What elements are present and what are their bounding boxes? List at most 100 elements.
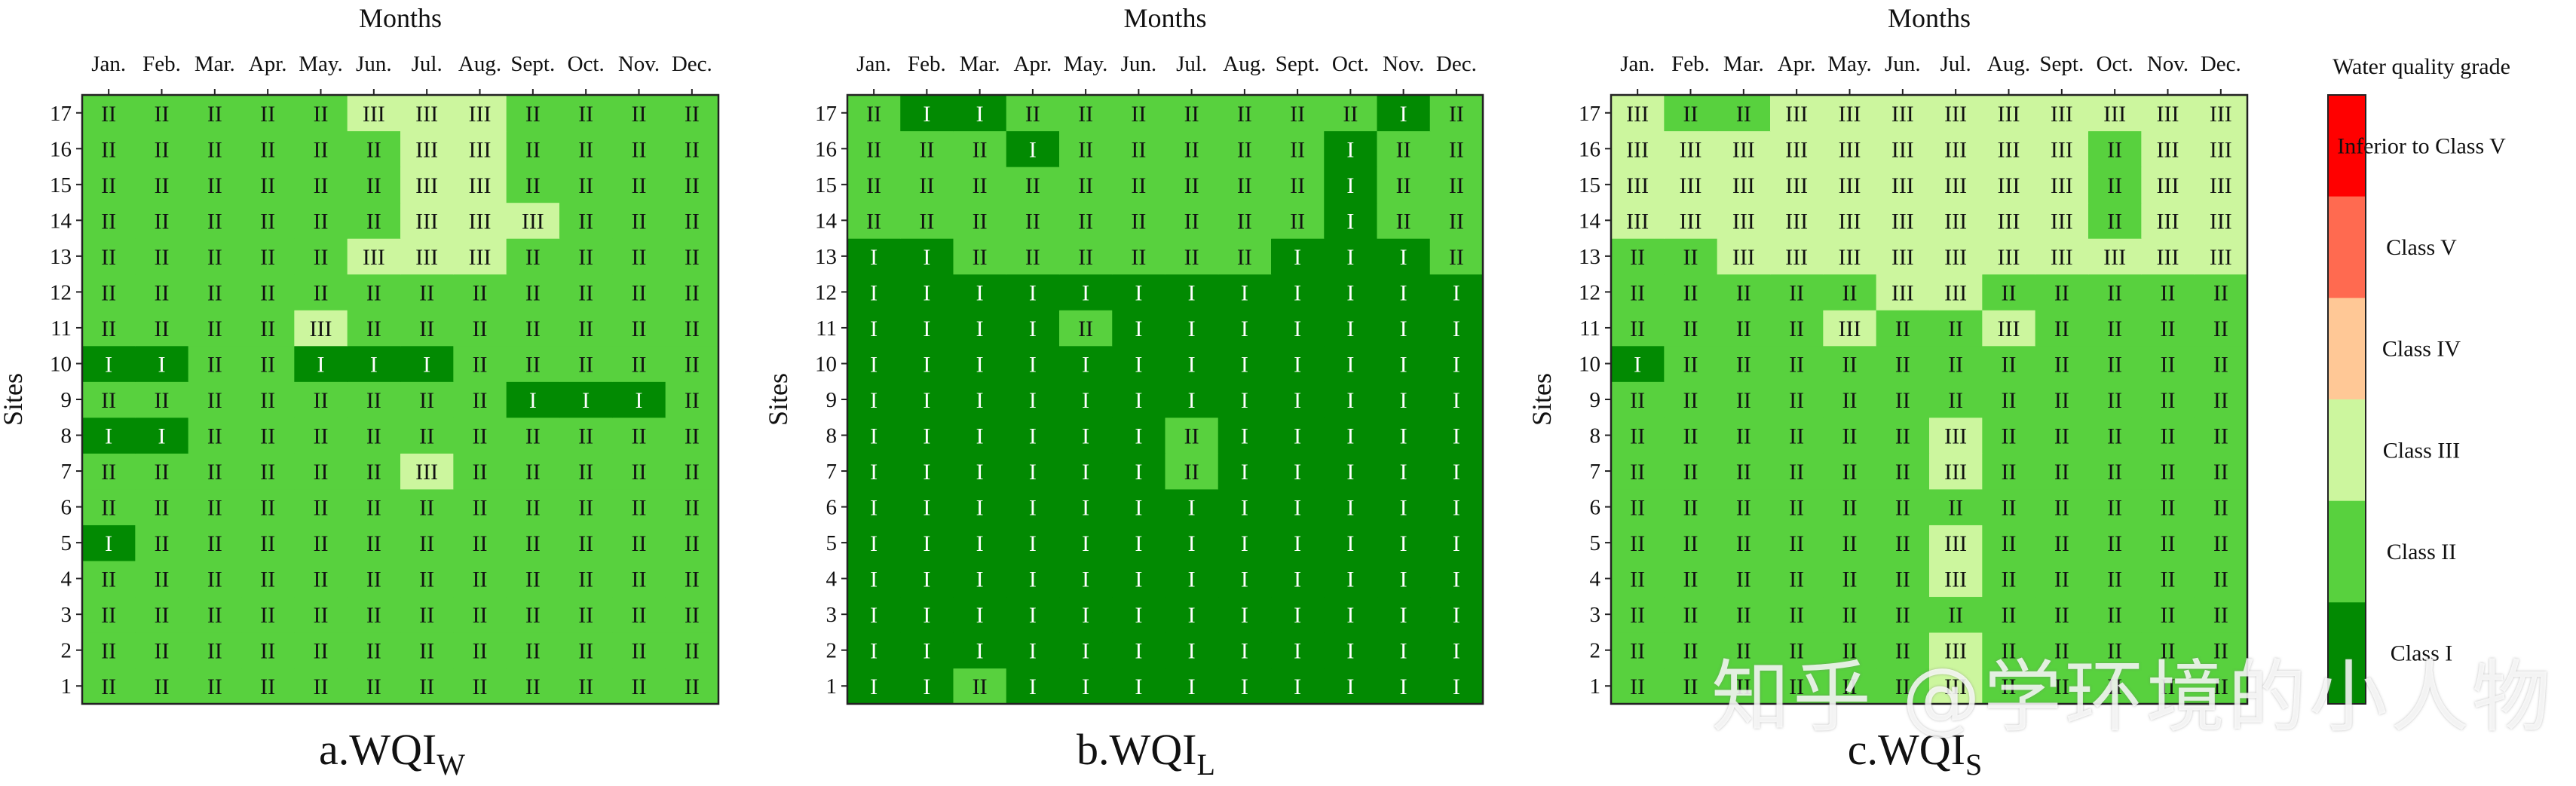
panel-1-cell-label: II (260, 102, 275, 127)
panel-1-cell-label: II (473, 352, 488, 377)
panel-2-y-tick-label: 6 (826, 496, 838, 520)
panel-2-cell (1165, 668, 1219, 705)
panel-1-cell-label: II (525, 531, 541, 556)
panel-3-y-tick-label: 17 (1579, 102, 1600, 126)
panel-1-cell-label: II (473, 674, 488, 699)
panel-2-cell-label: I (1241, 388, 1248, 413)
panel-3-cell (2035, 417, 2089, 454)
panel-2-cell (953, 525, 1007, 561)
panel-3-y-tick-label: 10 (1579, 352, 1600, 376)
panel-3-cell (2088, 488, 2142, 525)
panel-1-cell-label: II (473, 567, 488, 592)
panel-2-cell-label: I (1135, 496, 1142, 521)
panel-3-cell-label: II (2107, 496, 2122, 521)
panel-1-cell (135, 310, 189, 347)
panel-1-cell-label: II (685, 639, 700, 664)
panel-2-cell (1165, 310, 1219, 347)
panel-1-cell (347, 238, 401, 275)
panel-2-cell (1377, 417, 1431, 454)
panel-3-cell-label: II (2213, 496, 2228, 521)
panel-3-cell-label: II (1630, 531, 1645, 556)
panel-2-cell (1165, 525, 1219, 561)
panel-2-cell-label: I (1294, 352, 1301, 377)
panel-2-cell-label: I (870, 388, 878, 413)
panel-1-cell (665, 167, 719, 203)
panel-1-cell-label: II (685, 496, 700, 521)
panel-2-cell-label: I (923, 460, 930, 485)
panel-1-y-tick-label: 8 (61, 424, 72, 448)
panel-1-cell-label: II (473, 460, 488, 485)
panel-2-cell-label: I (870, 674, 878, 699)
panel-2-cell (1112, 632, 1166, 669)
panel-1-cell (188, 668, 242, 705)
panel-3-cell-label: II (2213, 352, 2228, 377)
panel-2-cell (953, 238, 1007, 275)
panel-2-cell-label: I (1082, 639, 1089, 664)
panel-1-cell (665, 488, 719, 525)
panel-3-x-tick-label: May. (1827, 52, 1872, 76)
panel-1-cell (453, 345, 507, 382)
panel-1-cell (188, 488, 242, 525)
panel-2-cell-label: I (1400, 567, 1407, 592)
panel-2-cell (1324, 417, 1378, 454)
panel-1-cell-label: II (366, 173, 381, 198)
panel-1-cell (241, 632, 295, 669)
panel-3-x-tick-label: Jun. (1885, 52, 1921, 76)
panel-2-cell (900, 381, 954, 418)
legend-swatch (2328, 298, 2366, 400)
panel-3-cell (1982, 525, 2036, 561)
panel-2-cell (847, 488, 901, 525)
panel-3-cell (1717, 95, 1771, 132)
panel-1-cell-label: II (578, 531, 593, 556)
panel-1-cell-label: II (207, 102, 222, 127)
panel-2-cell (1324, 167, 1378, 203)
panel-1-y-tick-label: 10 (50, 352, 72, 376)
panel-2-cell-label: I (1135, 639, 1142, 664)
panel-1-cell (241, 202, 295, 239)
panel-2-cell-label: II (1290, 137, 1305, 162)
panel-1-cell-label: II (525, 567, 541, 592)
panel-1-cell-label: II (207, 388, 222, 413)
panel-3-cell-label: III (1998, 173, 2020, 198)
panel-3-cell (1929, 310, 1983, 347)
panel-3-y-tick-label: 9 (1590, 388, 1601, 412)
panel-2-cell-label: II (1290, 102, 1305, 127)
panel-1-cell-label: II (419, 388, 434, 413)
panel-1-cell (294, 167, 348, 203)
panel-1-cell (506, 596, 560, 633)
panel-2-cell-label: I (1400, 424, 1407, 449)
panel-2-cell (900, 560, 954, 598)
panel-1-cell (506, 310, 560, 347)
panel-3-cell-label: II (1895, 639, 1910, 664)
panel-3-cell (1876, 202, 1930, 239)
panel-1-cell (612, 202, 666, 239)
panel-2-cell (1165, 632, 1219, 669)
panel-3-cell-label: III (1944, 639, 1967, 664)
panel-1-cell-label: II (632, 352, 647, 377)
panel-3-cell (2088, 345, 2142, 382)
panel-2-cell-label: I (1400, 603, 1407, 628)
panel-1-cell-label: III (415, 245, 438, 270)
panel-3-cell (1611, 525, 1665, 561)
panel-3-cell (2035, 345, 2089, 382)
panel-3-cell-label: II (2161, 603, 2176, 628)
panel-3-cell-label: II (2002, 388, 2017, 413)
panel-2-cell (1324, 238, 1378, 275)
panel-1-cell (135, 381, 189, 418)
panel-1-cell (506, 130, 560, 167)
panel-2-cell (1006, 274, 1060, 310)
panel-3-cell (1717, 167, 1771, 203)
panel-3-cell-label: II (2002, 567, 2017, 592)
panel-1-cell-label: III (415, 209, 438, 234)
panel-3-cell-label: III (1680, 209, 1702, 234)
panel-1-cell (135, 488, 189, 525)
panel-3-cell (1717, 202, 1771, 239)
panel-3-cell-label: II (1683, 245, 1698, 270)
panel-2-cell (1006, 95, 1060, 132)
panel-2-cell-label: I (1082, 531, 1089, 556)
panel-3-cell (1823, 525, 1877, 561)
panel-2-cell (900, 345, 954, 382)
panel-3-cell (1876, 632, 1930, 669)
panel-3-cell-label: III (2157, 137, 2179, 162)
panel-1-cell-label: II (473, 496, 488, 521)
